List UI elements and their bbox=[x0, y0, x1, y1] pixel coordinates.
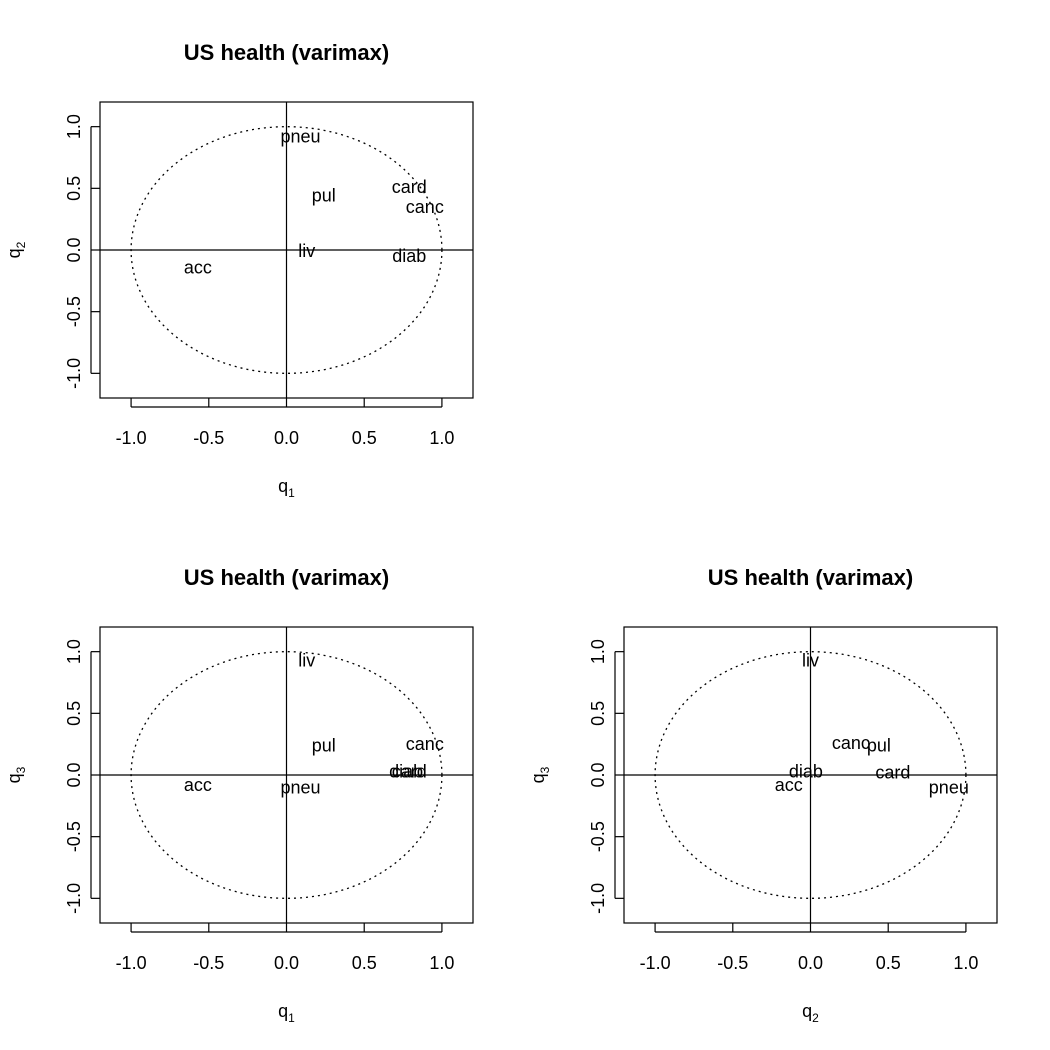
point-label-acc: acc bbox=[775, 775, 803, 795]
x-axis-label: q1 bbox=[278, 1001, 295, 1025]
x-tick-label: -0.5 bbox=[193, 953, 224, 973]
point-label-card: card bbox=[875, 763, 910, 783]
y-tick-label: 1.0 bbox=[64, 639, 84, 664]
x-tick-label: -1.0 bbox=[640, 953, 671, 973]
x-tick-label: -0.5 bbox=[717, 953, 748, 973]
x-tick-label: 0.0 bbox=[274, 428, 299, 448]
y-axis-label-base: q bbox=[528, 773, 548, 783]
x-axis-label-subscript: 1 bbox=[288, 486, 295, 500]
x-tick-label: 1.0 bbox=[429, 953, 454, 973]
x-axis-label-base: q bbox=[278, 1001, 288, 1021]
y-tick-label: -0.5 bbox=[588, 821, 608, 852]
point-label-pul: pul bbox=[312, 735, 336, 755]
point-label-acc: acc bbox=[184, 257, 212, 277]
x-axis-label: q2 bbox=[802, 1001, 819, 1025]
point-label-pul: pul bbox=[867, 735, 891, 755]
point-label-acc: acc bbox=[184, 775, 212, 795]
x-tick-label: -1.0 bbox=[116, 953, 147, 973]
point-label-liv: liv bbox=[298, 241, 315, 261]
point-label-diab: diab bbox=[389, 761, 423, 781]
y-axis-label-subscript: 3 bbox=[538, 766, 552, 773]
point-label-canc: canc bbox=[832, 733, 870, 753]
y-tick-label: -0.5 bbox=[64, 296, 84, 327]
x-tick-label: 1.0 bbox=[953, 953, 978, 973]
point-label-diab: diab bbox=[392, 246, 426, 266]
y-axis-label: q2 bbox=[4, 241, 28, 258]
x-tick-label: 0.0 bbox=[274, 953, 299, 973]
x-axis-label-base: q bbox=[278, 476, 288, 496]
panel-2: US health (varimax) -1.0 -0.5 0.0 0.5 1.0 -1.0… bbox=[4, 565, 474, 1025]
x-axis-label-base: q bbox=[802, 1001, 812, 1021]
y-axis-label: q3 bbox=[528, 766, 552, 783]
chart-title: US health (varimax) bbox=[184, 40, 389, 65]
y-tick-label: 1.0 bbox=[64, 114, 84, 139]
panel-1: US health (varimax) -1.0 -0.5 0.0 0.5 1.0 -1.0… bbox=[4, 40, 474, 500]
x-tick-label: 0.5 bbox=[352, 428, 377, 448]
y-tick-label: 0.0 bbox=[64, 237, 84, 262]
x-tick-label: -0.5 bbox=[193, 428, 224, 448]
x-tick-label: 0.5 bbox=[876, 953, 901, 973]
y-tick-label: 1.0 bbox=[588, 639, 608, 664]
y-axis-label-subscript: 2 bbox=[14, 241, 28, 248]
y-axis-label-base: q bbox=[4, 248, 24, 258]
unit-circle bbox=[130, 651, 443, 899]
unit-circle bbox=[654, 651, 967, 899]
x-tick-label: 0.5 bbox=[352, 953, 377, 973]
point-label-card: card bbox=[392, 177, 427, 197]
point-label-pneu: pneu bbox=[280, 127, 320, 147]
x-tick-label: 1.0 bbox=[429, 428, 454, 448]
y-tick-label: -1.0 bbox=[588, 883, 608, 914]
y-tick-label: 0.0 bbox=[588, 762, 608, 787]
y-tick-label: 0.0 bbox=[64, 762, 84, 787]
point-label-card: card bbox=[392, 761, 427, 781]
y-tick-label: 0.5 bbox=[64, 176, 84, 201]
point-label-pneu: pneu bbox=[929, 777, 969, 797]
point-label-liv: liv bbox=[802, 650, 819, 670]
chart-title: US health (varimax) bbox=[708, 565, 913, 590]
x-axis-label-subscript: 1 bbox=[288, 1011, 295, 1025]
y-axis-label: q3 bbox=[4, 766, 28, 783]
y-axis-label-subscript: 3 bbox=[14, 766, 28, 773]
x-axis-label-subscript: 2 bbox=[812, 1011, 819, 1025]
x-axis-label: q1 bbox=[278, 476, 295, 500]
panel-3: US health (varimax) -1.0 -0.5 0.0 0.5 1.0 -1.0… bbox=[528, 565, 998, 1025]
point-label-pneu: pneu bbox=[280, 777, 320, 797]
y-tick-label: 0.5 bbox=[588, 701, 608, 726]
unit-circle bbox=[130, 126, 443, 374]
point-label-canc: canc bbox=[406, 734, 444, 754]
point-label-canc: canc bbox=[406, 197, 444, 217]
point-label-pul: pul bbox=[312, 186, 336, 206]
y-tick-label: -1.0 bbox=[64, 883, 84, 914]
y-tick-label: 0.5 bbox=[64, 701, 84, 726]
x-tick-label: 0.0 bbox=[798, 953, 823, 973]
y-tick-label: -0.5 bbox=[64, 821, 84, 852]
y-axis-label-base: q bbox=[4, 773, 24, 783]
chart-title: US health (varimax) bbox=[184, 565, 389, 590]
point-label-liv: liv bbox=[298, 650, 315, 670]
point-label-diab: diab bbox=[789, 761, 823, 781]
y-tick-label: -1.0 bbox=[64, 358, 84, 389]
x-tick-label: -1.0 bbox=[116, 428, 147, 448]
